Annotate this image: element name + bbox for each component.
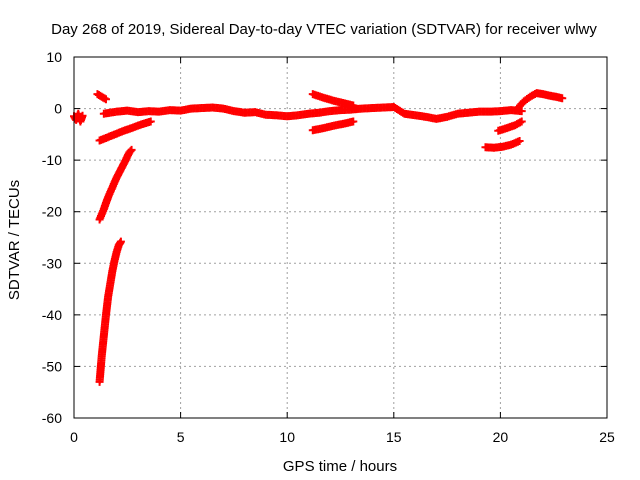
data-point [558, 94, 567, 103]
data-point [101, 95, 110, 104]
x-tick-label: 20 [493, 429, 509, 445]
y-tick-label: 0 [54, 101, 62, 117]
series-arc-10 [494, 117, 526, 135]
series-arc-5 [95, 117, 155, 145]
data-point [126, 147, 135, 156]
x-tick-label: 10 [279, 429, 295, 445]
series-arc-1 [70, 109, 87, 126]
y-tick-label: -50 [42, 358, 62, 374]
series-arc-3 [95, 145, 136, 224]
data-point [78, 111, 87, 120]
y-tick-label: -20 [42, 204, 62, 220]
y-tick-label: -60 [42, 410, 62, 426]
data-point [517, 117, 526, 126]
data-point [349, 117, 358, 126]
y-tick-label: 10 [46, 49, 62, 65]
y-axis-title: SDTVAR / TECUs [6, 180, 23, 300]
y-tick-label: -40 [42, 307, 62, 323]
y-tick-label: -10 [42, 152, 62, 168]
series-arc-9 [481, 137, 524, 152]
y-tick-label: -30 [42, 255, 62, 271]
x-tick-label: 25 [599, 429, 615, 445]
data-point [349, 101, 358, 110]
tick-labels: 0 5 10 15 20 25 10 0 -10 -20 -30 -40 -50 -60 [42, 49, 615, 445]
x-tick-label: 5 [177, 429, 185, 445]
series-arc-2 [93, 90, 110, 104]
x-axis-title: GPS time / hours [283, 458, 397, 475]
series-arc-8 [308, 117, 358, 135]
series-arc-6 [99, 103, 526, 123]
data-point [517, 107, 526, 116]
chart-title: Day 268 of 2019, Sidereal Day-to-day VTE… [51, 21, 597, 38]
data-point [146, 117, 155, 126]
plot-frame [73, 56, 608, 419]
data-points [70, 89, 567, 386]
x-tick-label: 0 [70, 429, 78, 445]
data-point [127, 145, 136, 154]
x-tick-label: 15 [386, 429, 402, 445]
data-point [116, 237, 125, 246]
data-point [515, 137, 524, 146]
series-arc-4 [95, 237, 125, 386]
series-arc-7 [308, 90, 358, 110]
series-arc-11 [513, 89, 567, 113]
